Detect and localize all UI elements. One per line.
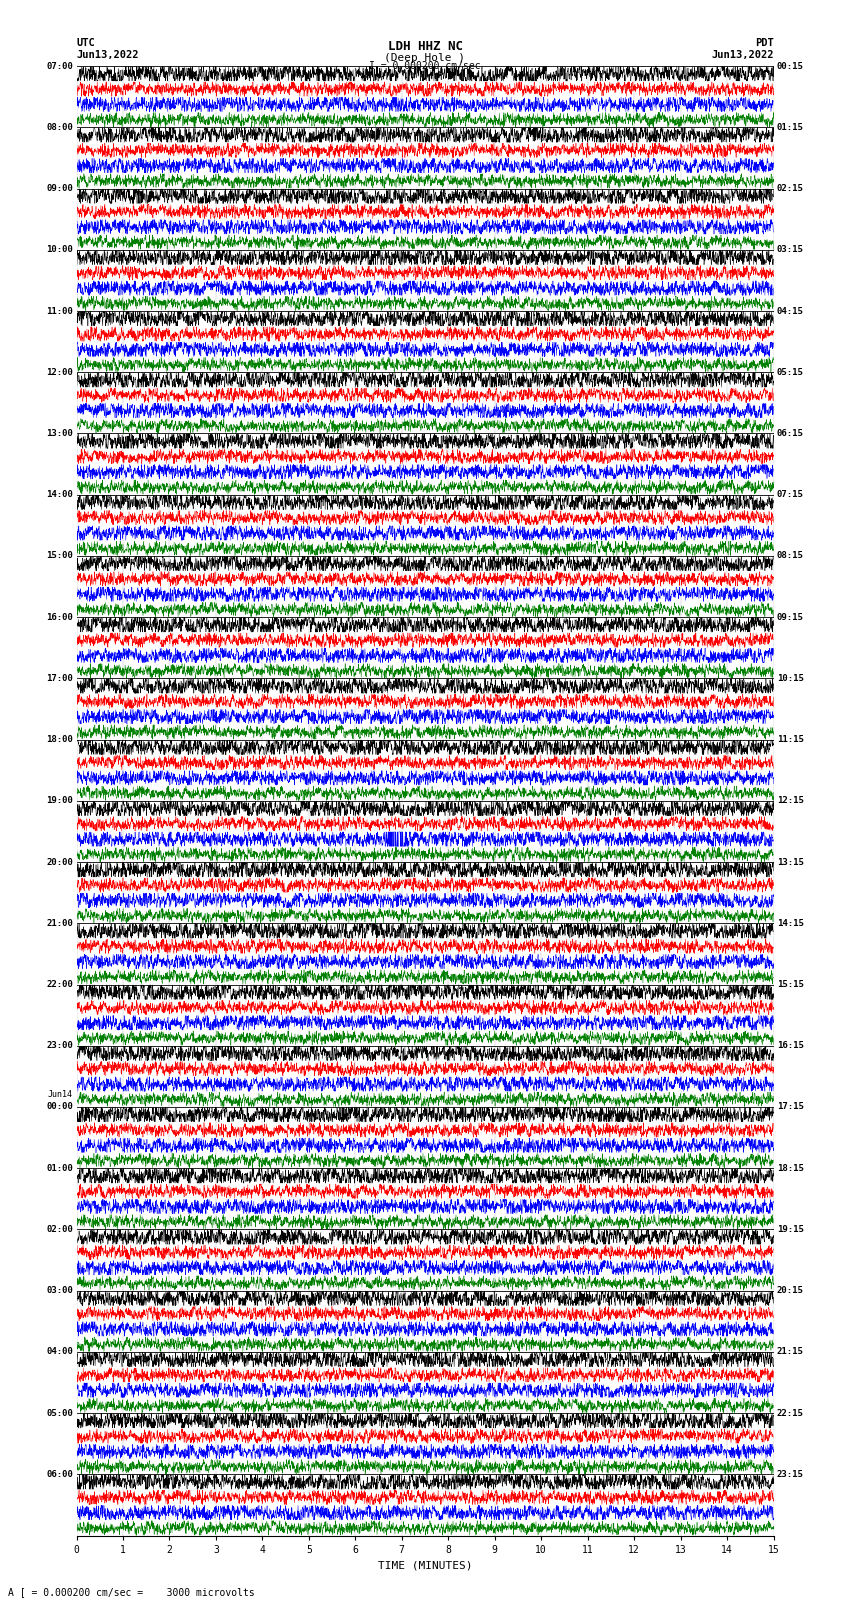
Text: 19:15: 19:15 xyxy=(777,1224,804,1234)
Text: 10:15: 10:15 xyxy=(777,674,804,682)
Text: 22:15: 22:15 xyxy=(777,1408,804,1418)
Text: 11:15: 11:15 xyxy=(777,736,804,744)
Text: 00:15: 00:15 xyxy=(777,61,804,71)
Text: 17:15: 17:15 xyxy=(777,1103,804,1111)
Text: 10:00: 10:00 xyxy=(46,245,73,255)
Text: 05:15: 05:15 xyxy=(777,368,804,377)
Text: 20:00: 20:00 xyxy=(46,858,73,866)
Text: 07:00: 07:00 xyxy=(46,61,73,71)
Text: 08:15: 08:15 xyxy=(777,552,804,560)
Text: 03:15: 03:15 xyxy=(777,245,804,255)
Text: 23:15: 23:15 xyxy=(777,1469,804,1479)
Text: 17:00: 17:00 xyxy=(46,674,73,682)
Text: 21:00: 21:00 xyxy=(46,919,73,927)
Text: 02:00: 02:00 xyxy=(46,1224,73,1234)
Text: 15:00: 15:00 xyxy=(46,552,73,560)
Text: 20:15: 20:15 xyxy=(777,1286,804,1295)
Text: 03:00: 03:00 xyxy=(46,1286,73,1295)
Text: Jun13,2022: Jun13,2022 xyxy=(76,50,139,60)
Text: 00:00: 00:00 xyxy=(46,1103,73,1111)
Text: 12:00: 12:00 xyxy=(46,368,73,377)
X-axis label: TIME (MINUTES): TIME (MINUTES) xyxy=(377,1560,473,1569)
Text: 11:00: 11:00 xyxy=(46,306,73,316)
Text: 21:15: 21:15 xyxy=(777,1347,804,1357)
Text: LDH HHZ NC: LDH HHZ NC xyxy=(388,40,462,53)
Text: 22:00: 22:00 xyxy=(46,981,73,989)
Text: I = 0.000200 cm/sec: I = 0.000200 cm/sec xyxy=(369,61,481,71)
Text: 13:15: 13:15 xyxy=(777,858,804,866)
Text: UTC: UTC xyxy=(76,39,95,48)
Text: 23:00: 23:00 xyxy=(46,1042,73,1050)
Text: PDT: PDT xyxy=(755,39,774,48)
Text: Jun14: Jun14 xyxy=(48,1090,73,1100)
Text: 13:00: 13:00 xyxy=(46,429,73,439)
Text: 16:15: 16:15 xyxy=(777,1042,804,1050)
Text: 01:00: 01:00 xyxy=(46,1163,73,1173)
Text: 01:15: 01:15 xyxy=(777,123,804,132)
Text: 08:00: 08:00 xyxy=(46,123,73,132)
Text: 09:00: 09:00 xyxy=(46,184,73,194)
Text: 12:15: 12:15 xyxy=(777,797,804,805)
Text: (Deep Hole ): (Deep Hole ) xyxy=(384,53,466,63)
Text: Jun13,2022: Jun13,2022 xyxy=(711,50,774,60)
Text: 04:15: 04:15 xyxy=(777,306,804,316)
Text: 18:15: 18:15 xyxy=(777,1163,804,1173)
Text: 06:00: 06:00 xyxy=(46,1469,73,1479)
Text: 18:00: 18:00 xyxy=(46,736,73,744)
Text: 02:15: 02:15 xyxy=(777,184,804,194)
Text: 09:15: 09:15 xyxy=(777,613,804,621)
Text: 14:00: 14:00 xyxy=(46,490,73,498)
Text: 19:00: 19:00 xyxy=(46,797,73,805)
Text: 15:15: 15:15 xyxy=(777,981,804,989)
Text: 05:00: 05:00 xyxy=(46,1408,73,1418)
Text: 07:15: 07:15 xyxy=(777,490,804,498)
Text: 14:15: 14:15 xyxy=(777,919,804,927)
Text: 06:15: 06:15 xyxy=(777,429,804,439)
Text: 04:00: 04:00 xyxy=(46,1347,73,1357)
Text: 16:00: 16:00 xyxy=(46,613,73,621)
Text: A [ = 0.000200 cm/sec =    3000 microvolts: A [ = 0.000200 cm/sec = 3000 microvolts xyxy=(8,1587,255,1597)
